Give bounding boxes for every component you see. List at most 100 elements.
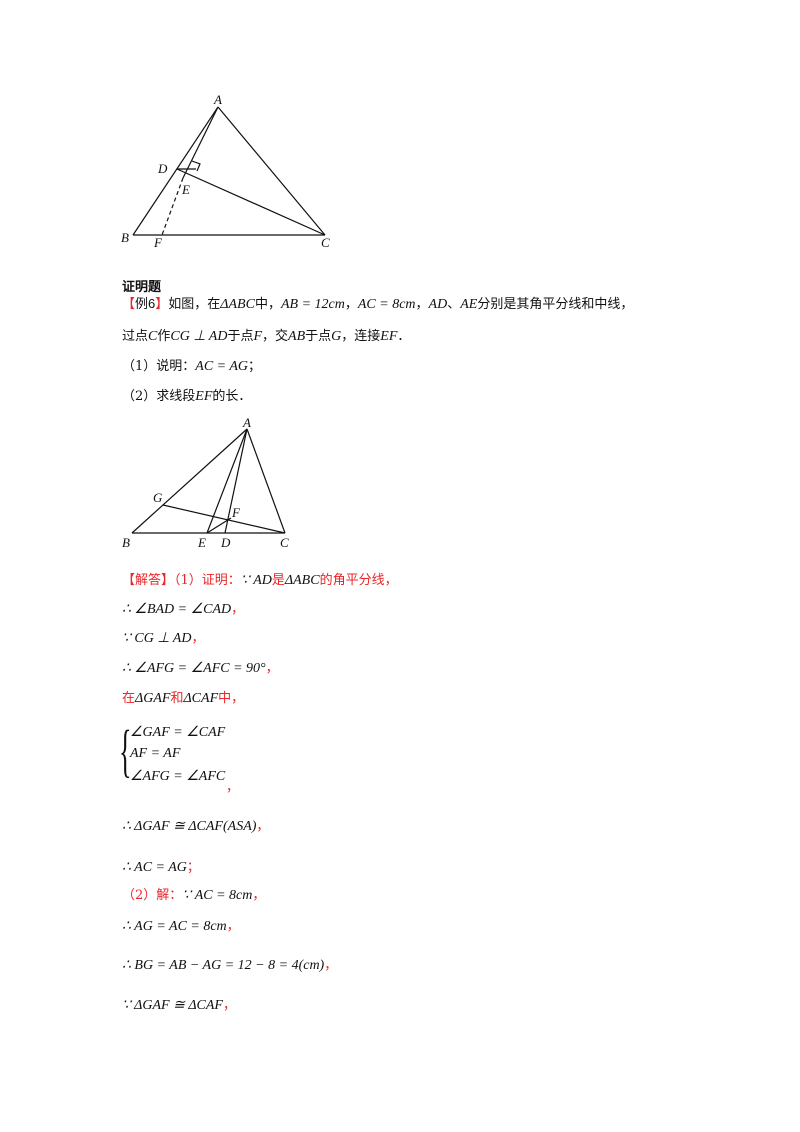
text: 分别是其角平分线和中线，: [477, 297, 634, 312]
text: （1）说明：: [122, 359, 196, 374]
text: 中，: [218, 691, 245, 706]
solution-line-1: 【解答】（1）证明：∵ AD是ΔABC的角平分线，: [122, 572, 398, 590]
text: （2）解：: [122, 888, 183, 903]
math: AD: [428, 297, 448, 312]
math: ΔABC: [220, 297, 255, 312]
section-title: 证明题: [122, 280, 162, 295]
problem-line-2: 过点C作CG ⊥ AD于点F，交AB于点G，连接EF．: [122, 328, 410, 346]
text: 如图，在: [168, 297, 221, 312]
text: 和: [170, 691, 184, 706]
segment-ae: [206, 428, 248, 534]
math: ∴ AC = AG: [122, 860, 187, 875]
system-line-2: AF = AF: [130, 746, 181, 761]
math: AC = AG: [195, 359, 249, 374]
question-1: （1）说明：AC = AG；: [122, 358, 261, 376]
math: ∵ CG ⊥ AD: [122, 631, 192, 646]
math: ΔCAF: [183, 691, 219, 706]
math: ∴ BG = AB − AG = 12 − 8 = 4(cm): [122, 958, 325, 973]
math: AC = 8cm: [357, 297, 416, 312]
text: ，交: [262, 329, 289, 344]
math: EF: [195, 389, 213, 404]
question-2: （2）求线段EF的长．: [122, 388, 251, 406]
text: 的角平分线，: [319, 573, 398, 588]
label-f: F: [153, 235, 163, 250]
solution-line-11: ∵ ΔGAF ≅ ΔCAF，: [122, 997, 236, 1015]
label-c: C: [321, 235, 330, 250]
text: ，: [344, 297, 358, 312]
math: ∴ ΔGAF ≅ ΔCAF(ASA): [122, 819, 257, 834]
math: ∴ ∠BAD = ∠CAD: [122, 602, 232, 617]
text: 作: [157, 329, 171, 344]
solution-line-9: ∴ AG = AC = 8cm，: [122, 918, 240, 936]
figure-triangle-2: A G F B E D C: [122, 415, 289, 550]
math: ∵ AC = 8cm: [182, 888, 253, 903]
label-d: D: [157, 161, 168, 176]
segment-ad: [224, 428, 248, 534]
math: ΔABC: [284, 573, 320, 588]
system-line-1: ∠GAF = ∠CAF: [130, 725, 226, 740]
label-e: E: [181, 182, 190, 197]
punct: ，: [191, 631, 205, 646]
segment-dc: [176, 168, 326, 236]
segment-ef-dashed: [161, 177, 184, 236]
text: 在: [122, 691, 136, 706]
punct: ，: [256, 819, 270, 834]
text: （2）求线段: [122, 389, 196, 404]
math: ∵ ΔGAF ≅ ΔCAF: [122, 998, 223, 1013]
punct: ，: [265, 661, 279, 676]
math: ΔGAF: [135, 691, 171, 706]
segment-ab: [131, 428, 248, 534]
label-c: C: [280, 535, 289, 550]
text: ．: [397, 329, 411, 344]
punct: ；: [186, 860, 200, 875]
label-a: A: [213, 92, 222, 107]
bracket-open: 【: [122, 297, 136, 312]
solution-line-8: （2）解：∵ AC = 8cm，: [122, 887, 265, 905]
punct: ，: [222, 998, 236, 1013]
solution-line-7: ∴ AC = AG；: [122, 859, 200, 877]
text: 中，: [254, 297, 281, 312]
problem-line-1: 【例6】如图，在ΔABC中，AB = 12cm，AC = 8cm，AD、AE分别…: [122, 295, 633, 314]
label-f: F: [231, 505, 241, 520]
solution-tag: 【解答】: [122, 573, 175, 588]
segment-ac: [217, 106, 326, 236]
text: 过点: [122, 329, 149, 344]
segment-ae: [182, 106, 219, 179]
math: AB: [288, 329, 306, 344]
text: 的长．: [212, 389, 252, 404]
text: ，连接: [341, 329, 381, 344]
label-g: G: [153, 490, 163, 505]
text: ；: [248, 359, 262, 374]
math: F: [253, 329, 263, 344]
label-b: B: [122, 535, 130, 550]
solution-line-6: ∴ ΔGAF ≅ ΔCAF(ASA)，: [122, 818, 269, 836]
bracket-close: 】: [155, 297, 169, 312]
example-tag: 例6: [135, 296, 156, 311]
punct: ，: [324, 958, 338, 973]
math: G: [331, 329, 342, 344]
solution-line-2: ∴ ∠BAD = ∠CAD，: [122, 601, 244, 619]
segment-ef: [206, 517, 232, 534]
segment-ab: [132, 106, 219, 236]
label-d: D: [220, 535, 231, 550]
math: ∵ AD: [240, 573, 272, 588]
math: CG ⊥ AD: [170, 329, 228, 344]
text: ，: [415, 297, 429, 312]
math: EF: [380, 329, 398, 344]
text: 于点: [305, 329, 332, 344]
label-a: A: [242, 415, 251, 430]
text: 、: [447, 297, 461, 312]
label-e: E: [197, 535, 206, 550]
system-punct: ，: [226, 780, 240, 795]
segment-ac: [246, 428, 286, 534]
math: ∴ ∠AFG = ∠AFC = 90°: [122, 661, 266, 676]
solution-line-4: ∴ ∠AFG = ∠AFC = 90°，: [122, 660, 279, 678]
text: （1）证明：: [174, 573, 241, 588]
punct: ，: [252, 888, 266, 903]
system-line-3: ∠AFG = ∠AFC: [130, 769, 226, 784]
solution-line-10: ∴ BG = AB − AG = 12 − 8 = 4(cm)，: [122, 957, 337, 975]
punct: ，: [231, 602, 245, 617]
punct: ，: [226, 919, 240, 934]
solution-line-3: ∵ CG ⊥ AD，: [122, 630, 204, 648]
text: 是: [271, 573, 285, 588]
